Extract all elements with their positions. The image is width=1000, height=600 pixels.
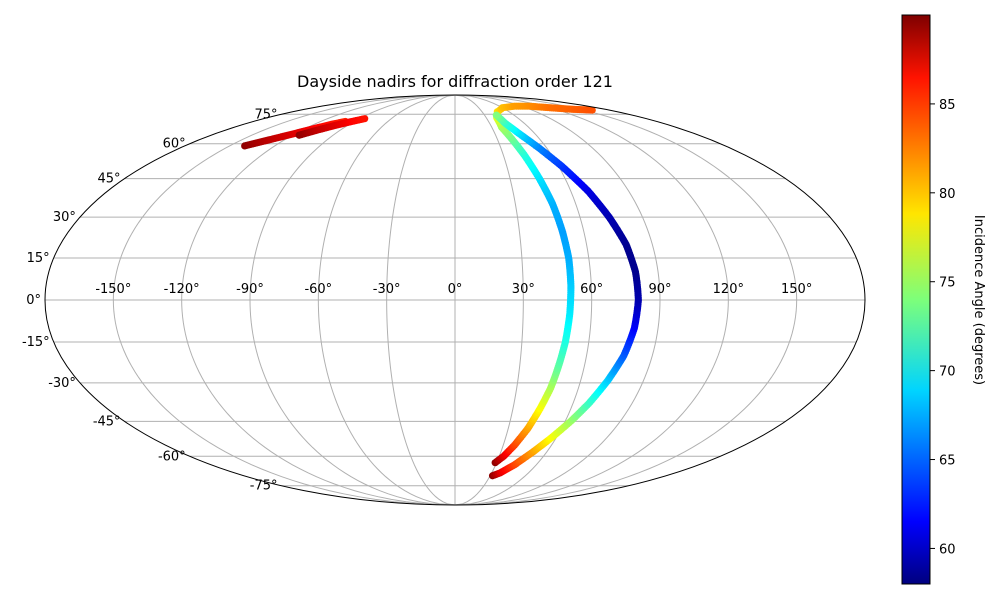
lat-tick-label-7: 30° <box>53 210 76 225</box>
lon-tick-label-6: 30° <box>512 282 535 297</box>
colorbar-tick-label-4: 80 <box>939 187 956 202</box>
lat-tick-label-4: -15° <box>22 335 50 350</box>
colorbar-gradient <box>901 14 931 585</box>
colorbar-tick-label-0: 60 <box>939 542 956 557</box>
data-series-1 <box>488 111 642 480</box>
meridian-line-1 <box>181 95 456 505</box>
lat-tick-label-8: 45° <box>98 172 121 187</box>
lat-tick-label-0: -75° <box>250 479 278 494</box>
colorbar-tick-label-3: 75 <box>939 276 956 291</box>
lon-tick-label-4: -30° <box>373 282 401 297</box>
colorbar-label: Incidence Angle (degrees) <box>971 215 986 385</box>
data-point <box>588 106 596 114</box>
colorbar-tick-label-1: 65 <box>939 454 956 469</box>
data-points <box>241 102 642 480</box>
meridian-line-10 <box>454 95 798 505</box>
meridian-line-2 <box>249 95 456 505</box>
meridian-line-7 <box>454 95 593 505</box>
lon-tick-label-5: 0° <box>448 282 463 297</box>
lat-tick-label-1: -60° <box>158 449 186 464</box>
latitude-tick-labels: -75° -60° -45° -30° -15° 0° 15° 30° 45° 60° 75° <box>22 107 278 493</box>
meridian-line-0 <box>112 95 456 505</box>
colorbar-ticks: 60 65 70 75 80 85 <box>930 98 956 557</box>
colorbar-tick-label-5: 85 <box>939 98 956 113</box>
map-boundary <box>44 94 866 506</box>
lat-tick-label-6: 15° <box>27 251 50 266</box>
data-series-3 <box>295 115 369 139</box>
data-point <box>361 115 369 123</box>
graticule-grid <box>45 95 865 505</box>
meridian-line-4 <box>386 95 456 505</box>
lon-tick-label-10: 150° <box>781 282 812 297</box>
lon-tick-label-7: 60° <box>580 282 603 297</box>
lat-tick-label-9: 60° <box>163 137 186 152</box>
chart-title: Dayside nadirs for diffraction order 121 <box>297 72 613 91</box>
lon-tick-label-0: -150° <box>95 282 131 297</box>
lon-tick-label-9: 120° <box>713 282 744 297</box>
colorbar-tick-label-2: 70 <box>939 365 956 380</box>
lat-tick-label-2: -45° <box>93 414 121 429</box>
colorbar: 60 65 70 75 80 85 Incidence Angle (degrees) <box>901 14 986 585</box>
data-point <box>492 111 500 119</box>
lon-tick-label-2: -90° <box>236 282 264 297</box>
meridian-line-9 <box>454 95 729 505</box>
lon-tick-label-1: -120° <box>164 282 200 297</box>
meridian-line-8 <box>454 95 661 505</box>
lat-tick-label-3: -30° <box>48 376 76 391</box>
meridian-line-3 <box>317 95 456 505</box>
longitude-tick-labels: -150° -120° -90° -60° -30° 0° 30° 60° 90° 120° 150… <box>95 282 812 297</box>
data-series-0 <box>491 102 596 467</box>
lon-tick-label-8: 90° <box>648 282 671 297</box>
lon-tick-label-3: -60° <box>304 282 332 297</box>
lat-tick-label-5: 0° <box>26 293 41 308</box>
lat-tick-label-10: 75° <box>254 107 277 122</box>
